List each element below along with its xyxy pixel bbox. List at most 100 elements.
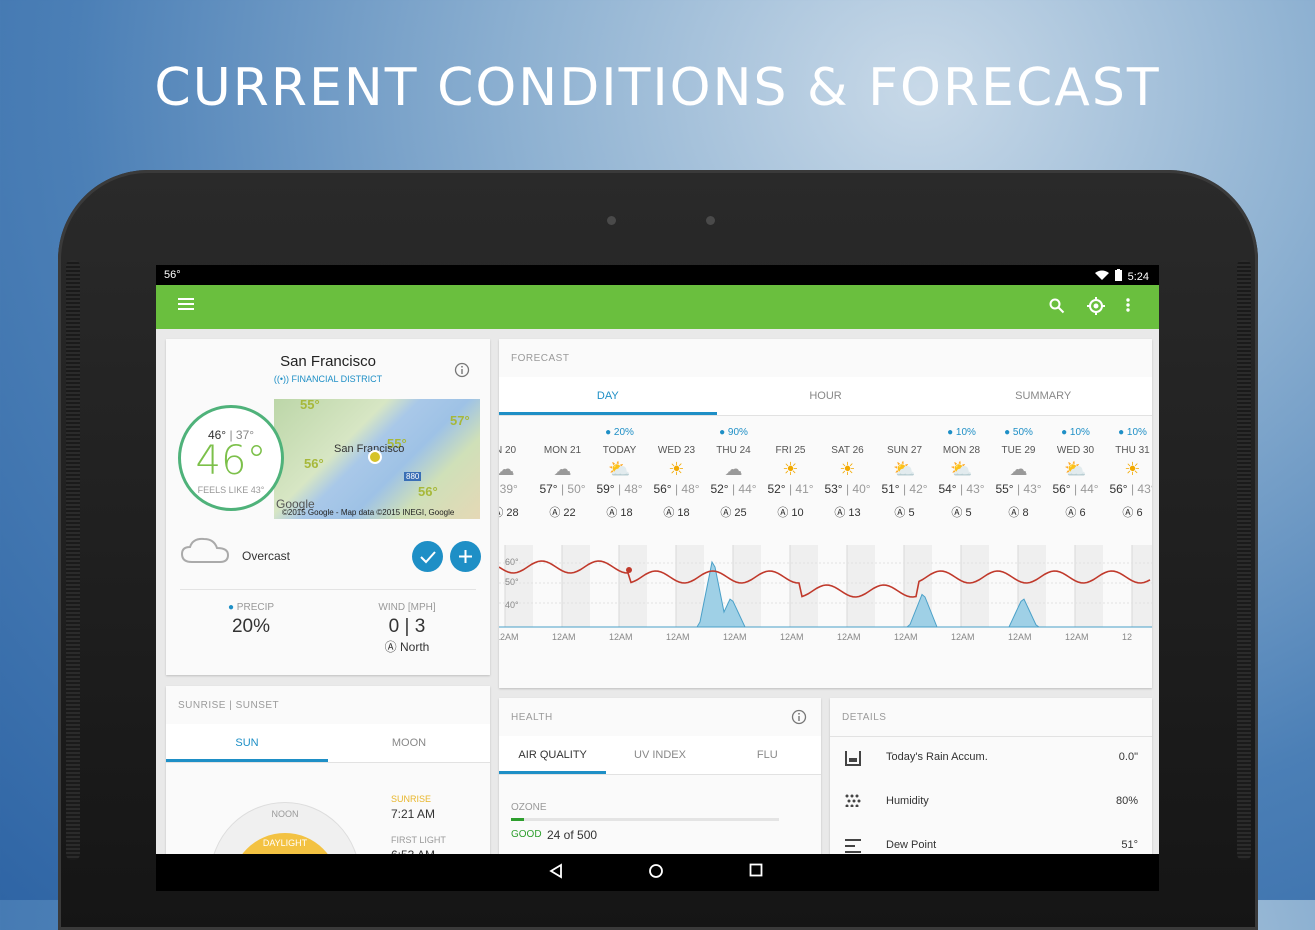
- tab-day[interactable]: DAY: [499, 377, 717, 415]
- cloud-icon: [180, 535, 230, 570]
- day-name: MON 28: [942, 445, 981, 456]
- precip-chance: [499, 427, 534, 441]
- day-temps: 57° | 50°: [539, 482, 586, 496]
- divider: [830, 736, 1152, 737]
- forecast-day[interactable]: ● 90% THU 24 ☁ 52° | 44° Ⓐ 25: [705, 427, 762, 520]
- chart-night-band: [505, 545, 533, 627]
- day-name: N 20: [499, 445, 517, 456]
- precip-chance: [534, 427, 591, 441]
- day-temps: 59° | 48°: [596, 482, 643, 496]
- forecast-day[interactable]: N 20 ☁ | 39° Ⓐ 28: [499, 427, 534, 520]
- day-wind: Ⓐ 25: [720, 507, 747, 519]
- plus-icon: [459, 550, 472, 563]
- info-icon[interactable]: [454, 362, 470, 383]
- back-icon[interactable]: [548, 863, 564, 884]
- forecast-day[interactable]: WED 23 ☀ 56° | 48° Ⓐ 18: [648, 427, 705, 520]
- wind-direction-icon: Ⓐ: [384, 640, 397, 654]
- recents-icon[interactable]: [749, 863, 763, 882]
- check-button[interactable]: [412, 541, 443, 572]
- map-attribution: ©2015 Google - Map data ©2015 INEGI, Goo…: [282, 508, 455, 517]
- feels-like: FEELS LIKE 43°: [197, 485, 265, 495]
- overflow-menu-icon[interactable]: [1126, 297, 1130, 318]
- app-bar: [156, 285, 1159, 329]
- tab-hour[interactable]: HOUR: [809, 390, 842, 402]
- ozone-label: OZONE: [511, 802, 547, 813]
- chart-x-label: 12: [1122, 632, 1132, 642]
- map-temp-label: 55°: [300, 399, 320, 412]
- chart-night-band: [847, 545, 875, 627]
- wind-label: WIND [MPH]: [378, 602, 436, 613]
- condition-text: Overcast: [242, 549, 291, 563]
- tab-moon[interactable]: MOON: [391, 737, 427, 749]
- map-temp-label: 57°: [450, 413, 470, 428]
- precip-area: [499, 560, 1152, 628]
- checkmark-icon: [420, 551, 436, 564]
- tab-sun[interactable]: SUN: [166, 724, 328, 762]
- daily-forecast-strip[interactable]: N 20 ☁ | 39° Ⓐ 28 MON 21 ☁ 57° | 50° Ⓐ 22 ● 20% T…: [499, 427, 1152, 537]
- daylight-label: DAYLIGHT: [262, 838, 308, 848]
- sensor-icon: [706, 216, 715, 225]
- forecast-day[interactable]: SAT 26 ☀ 53° | 40° Ⓐ 13: [819, 427, 876, 520]
- map-temp-label: 55°: [387, 436, 407, 451]
- forecast-day[interactable]: FRI 25 ☀ 52° | 41° Ⓐ 10: [762, 427, 819, 520]
- day-wind: Ⓐ 8: [1008, 507, 1029, 519]
- tab-air-quality[interactable]: AIR QUALITY: [499, 736, 607, 774]
- my-location-icon[interactable]: [1087, 297, 1105, 320]
- partly-sunny-icon: ⛅: [893, 459, 916, 479]
- info-icon[interactable]: [791, 709, 807, 730]
- humidity-icon: [844, 793, 862, 810]
- current-conditions-card: San Francisco ((•)) FINANCIAL DISTRICT 5…: [166, 339, 490, 675]
- chart-x-label: 12AM: [780, 632, 804, 642]
- precip-block: ● PRECIP 20%: [186, 602, 316, 638]
- aq-value: 24 of 500: [547, 828, 598, 842]
- chart-x-label: 12AM: [1065, 632, 1089, 642]
- camera-icon: [607, 216, 616, 225]
- rain-cloud-icon: ☁: [724, 459, 743, 479]
- forecast-day[interactable]: ● 50% TUE 29 ☁ 55° | 43° Ⓐ 8: [990, 427, 1047, 520]
- precip-label: PRECIP: [236, 602, 275, 613]
- detail-row: Humidity 80%: [830, 780, 1152, 824]
- precip-chance: [762, 427, 819, 441]
- forecast-day[interactable]: ● 20% TODAY ⛅ 59° | 48° Ⓐ 18: [591, 427, 648, 520]
- day-wind: Ⓐ 10: [777, 507, 804, 519]
- chart-y-label: 40°: [505, 600, 519, 610]
- precip-chance: ● 90%: [719, 427, 748, 438]
- add-button[interactable]: [450, 541, 481, 572]
- home-icon[interactable]: [648, 863, 664, 884]
- google-logo: Google: [276, 497, 315, 511]
- day-temps: 54° | 43°: [938, 482, 985, 496]
- day-wind: Ⓐ 6: [1122, 507, 1143, 519]
- day-name: SUN 27: [886, 445, 922, 456]
- day-name: FRI 25: [775, 445, 806, 456]
- day-temps: 56° | 48°: [653, 482, 700, 496]
- detail-label: Today's Rain Accum.: [886, 751, 988, 763]
- tab-flu[interactable]: FLU: [756, 749, 778, 761]
- day-temps: 52° | 41°: [767, 482, 814, 496]
- forecast-day[interactable]: MON 21 ☁ 57° | 50° Ⓐ 22: [534, 427, 591, 520]
- forecast-day[interactable]: ● 10% MON 28 ⛅ 54° | 43° Ⓐ 5: [933, 427, 990, 520]
- temperature-ring: 46° | 37° 46° FEELS LIKE 43°: [178, 405, 284, 511]
- chart-x-label: 12AM: [552, 632, 576, 642]
- precip-value: 20%: [231, 616, 271, 637]
- search-icon[interactable]: [1049, 298, 1065, 319]
- forecast-day[interactable]: ● 10% THU 31 ☀ 56° | 43° Ⓐ 6: [1104, 427, 1152, 520]
- chart-x-label: 12AM: [499, 632, 519, 642]
- speaker-grille-right: [1237, 260, 1251, 860]
- day-name: MON 21: [543, 445, 582, 456]
- tab-summary[interactable]: SUMMARY: [1015, 390, 1072, 402]
- chart-y-label: 60°: [505, 557, 519, 567]
- map-city-label: San Francisco: [334, 443, 405, 455]
- tab-uv-index[interactable]: UV INDEX: [634, 749, 686, 761]
- high-low-temp: 46° | 37°: [207, 428, 255, 442]
- menu-icon[interactable]: [178, 295, 194, 316]
- day-wind: Ⓐ 6: [1065, 507, 1086, 519]
- chart-x-label: 12AM: [666, 632, 690, 642]
- day-temps: 53° | 40°: [824, 482, 871, 496]
- status-temp: 56°: [164, 269, 181, 281]
- forecast-day[interactable]: SUN 27 ⛅ 51° | 42° Ⓐ 5: [876, 427, 933, 520]
- partly-sunny-icon: ⛅: [950, 459, 973, 479]
- rain-cloud-icon: ☁: [553, 459, 572, 479]
- forecast-day[interactable]: ● 10% WED 30 ⛅ 56° | 44° Ⓐ 6: [1047, 427, 1104, 520]
- low-temp: 37°: [235, 428, 255, 442]
- radar-map[interactable]: 55° 57° 55° 56° 56° San Francisco 880 Go…: [274, 399, 480, 519]
